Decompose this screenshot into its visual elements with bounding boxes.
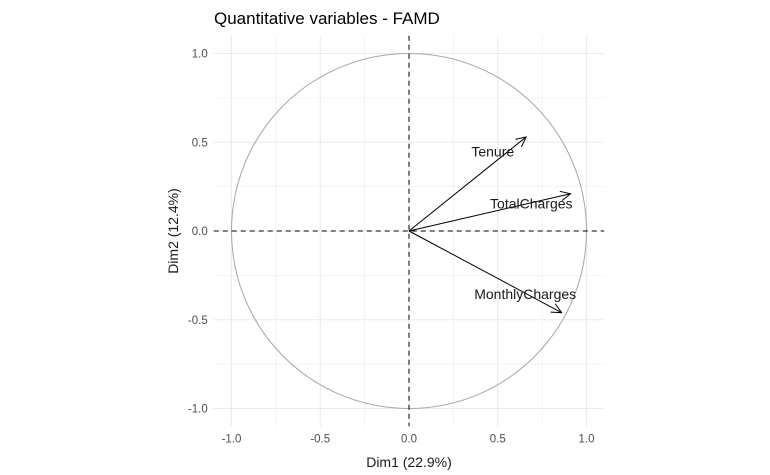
totalcharges-label: TotalCharges bbox=[490, 195, 573, 211]
monthlycharges-arrow bbox=[408, 230, 562, 314]
tenure-label: Tenure bbox=[471, 143, 514, 159]
x-tick-label: -1.0 bbox=[222, 433, 242, 445]
y-tick-label: -0.5 bbox=[188, 315, 208, 327]
y-tick-label: 1.0 bbox=[192, 49, 208, 61]
variable-arrows bbox=[408, 136, 572, 314]
x-tick-label: -0.5 bbox=[310, 433, 330, 445]
x-tick-label: 0.5 bbox=[490, 433, 506, 445]
y-tick-label: 0.0 bbox=[192, 226, 208, 238]
monthlycharges-label: MonthlyCharges bbox=[474, 286, 576, 302]
tenure-arrowhead bbox=[515, 136, 528, 148]
variable-labels: Tenure TotalCharges MonthlyCharges bbox=[471, 143, 576, 302]
tick-labels: -1.0 -0.5 0.0 0.5 1.0 -1.0 -0.5 0.0 0.5 1.0 bbox=[188, 49, 595, 446]
chart-title: Quantitative variables - FAMD bbox=[214, 9, 440, 28]
totalcharges-arrowhead bbox=[559, 190, 572, 201]
y-tick-label: -1.0 bbox=[188, 404, 208, 416]
x-tick-label: 0.0 bbox=[401, 433, 417, 445]
y-axis-title: Dim2 (12.4%) bbox=[165, 188, 181, 274]
monthlycharges-arrowhead bbox=[550, 303, 563, 314]
tenure-arrow bbox=[408, 136, 527, 232]
y-tick-label: 0.5 bbox=[192, 137, 208, 149]
zero-lines bbox=[213, 35, 605, 427]
totalcharges-arrow bbox=[408, 193, 571, 232]
x-axis-title: Dim1 (22.9%) bbox=[366, 454, 452, 470]
x-tick-label: 1.0 bbox=[579, 433, 595, 445]
